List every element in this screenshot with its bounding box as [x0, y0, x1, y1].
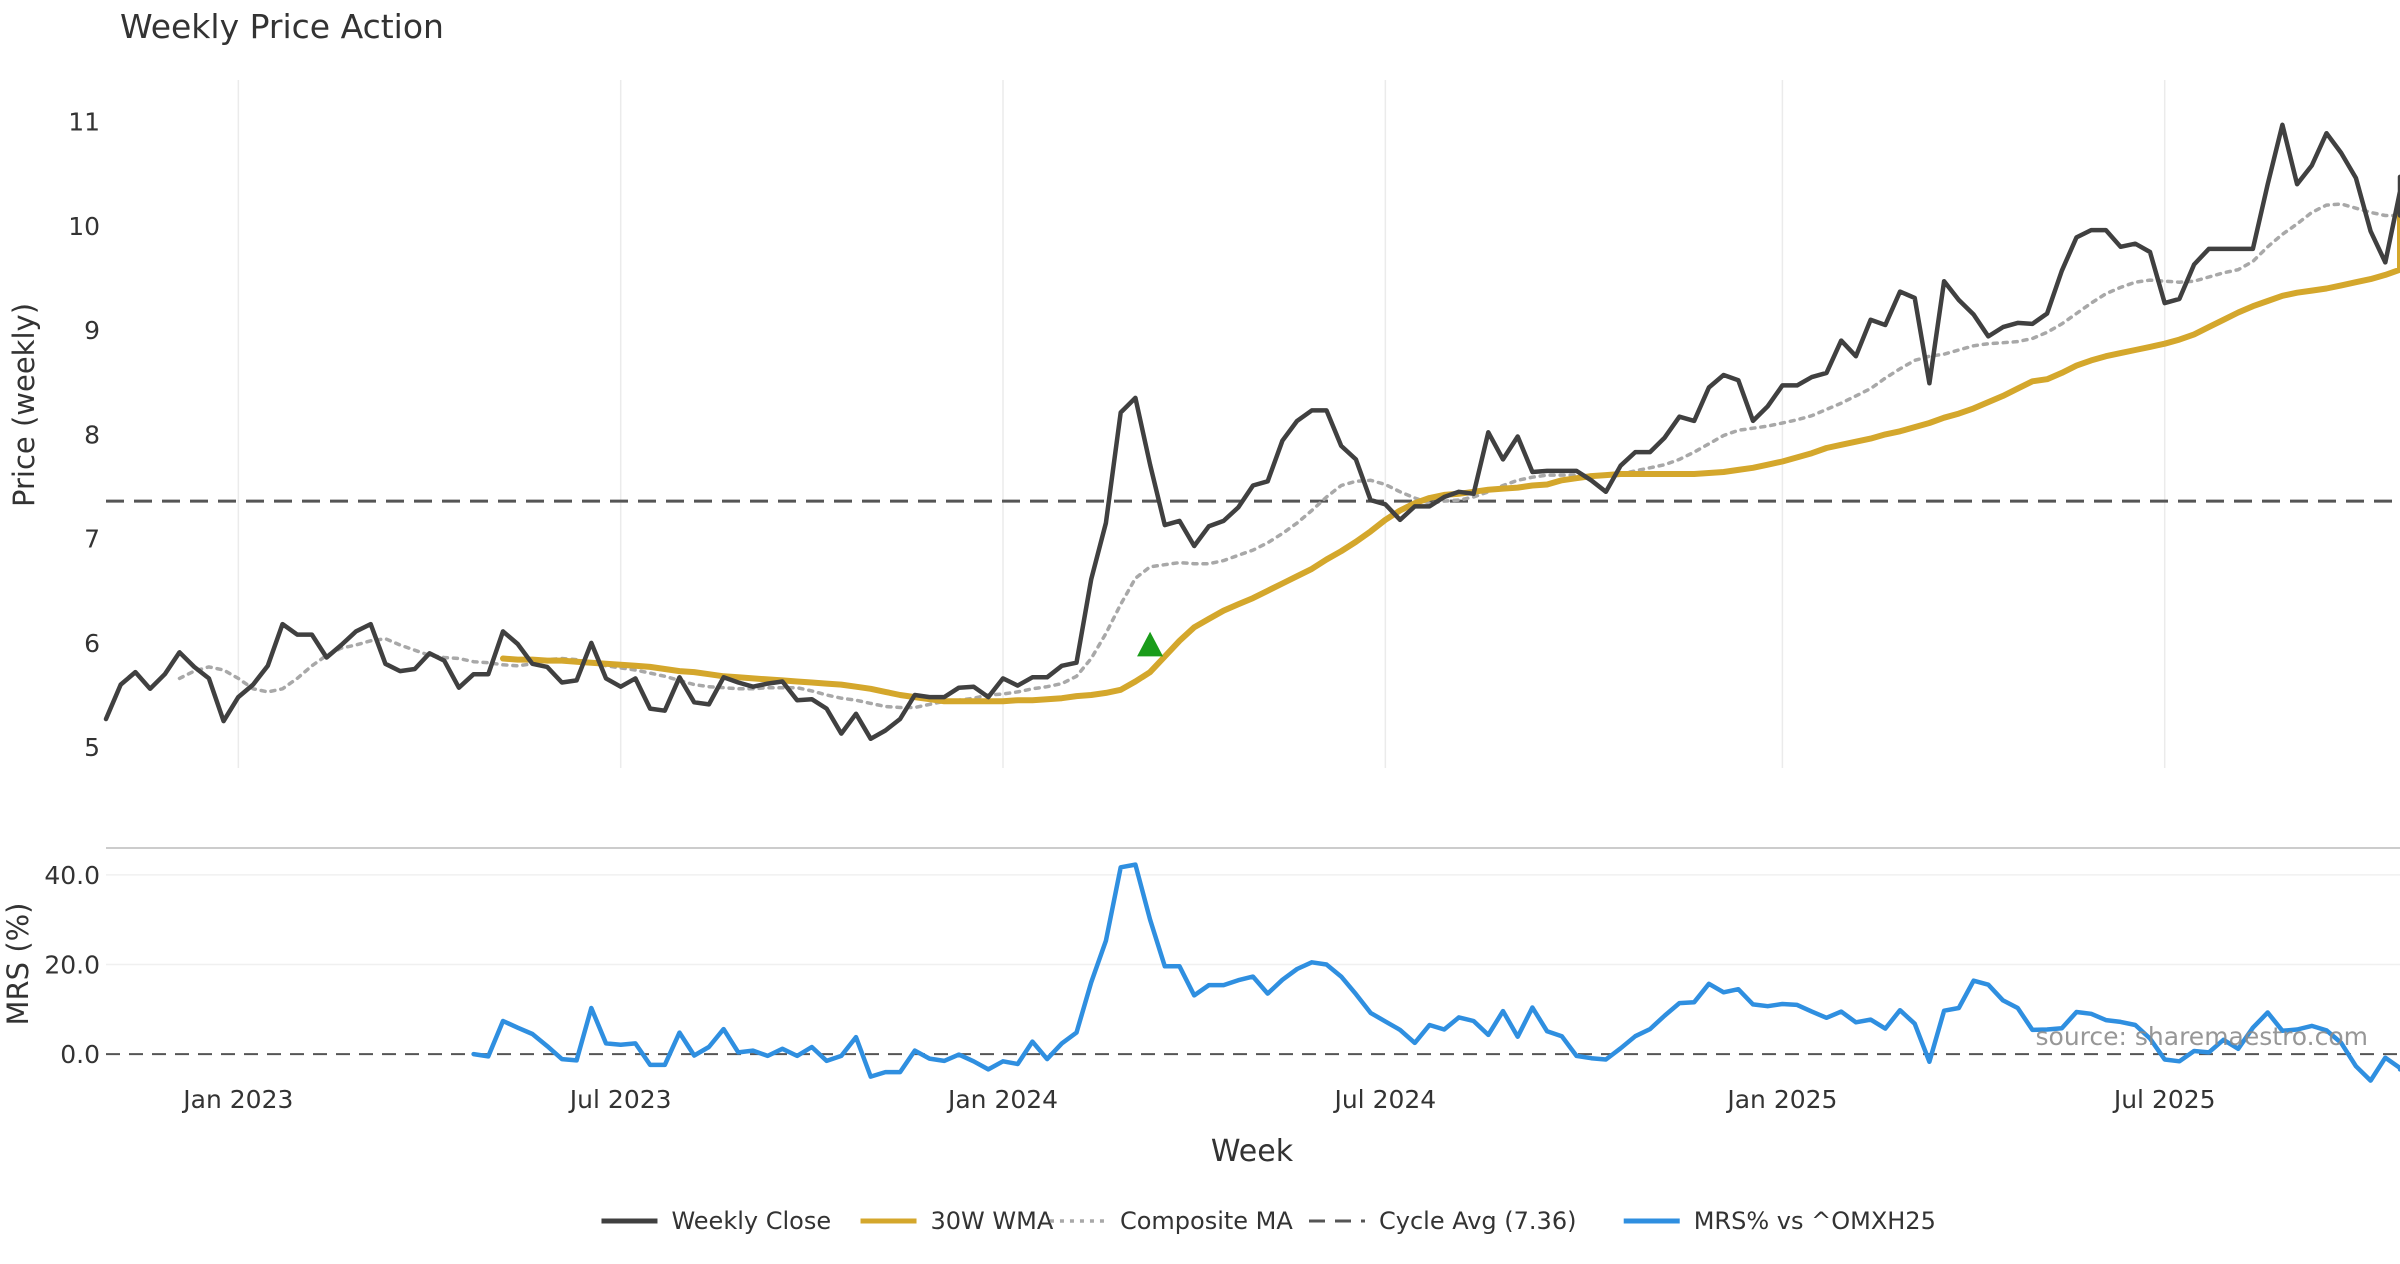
- legend-label: Composite MA: [1120, 1207, 1293, 1235]
- legend-label: Weekly Close: [671, 1207, 831, 1235]
- legend-label: MRS% vs ^OMXH25: [1694, 1207, 1936, 1235]
- x-tick-label: Jul 2024: [1332, 1085, 1436, 1114]
- price-y-tick-label: 5: [84, 733, 100, 762]
- x-tick-label: Jan 2025: [1725, 1085, 1837, 1114]
- x-tick-label: Jul 2025: [2112, 1085, 2216, 1114]
- x-tick-label: Jan 2024: [946, 1085, 1058, 1114]
- legend: Weekly Close 30W WMA Composite MA Cycle Avg…: [601, 1207, 1935, 1235]
- source-note: source: sharemaestro.com: [2036, 1022, 2369, 1051]
- x-tick-label: Jan 2023: [181, 1085, 293, 1114]
- price-y-tick-label: 11: [68, 108, 100, 137]
- legend-label: 30W WMA: [931, 1207, 1054, 1235]
- mrs-y-axis-label: MRS (%): [1, 903, 35, 1026]
- price-y-tick-label: 10: [68, 212, 100, 241]
- price-y-tick-label: 7: [84, 525, 100, 554]
- mrs-y-tick-label: 0.0: [60, 1040, 100, 1069]
- price-y-tick-label: 8: [84, 420, 100, 449]
- mrs-y-tick-label: 40.0: [44, 861, 100, 890]
- mrs-y-tick-label: 20.0: [44, 951, 100, 980]
- price-y-tick-label: 6: [84, 629, 100, 658]
- x-axis-label: Week: [1211, 1134, 1294, 1169]
- x-tick-label: Jul 2023: [568, 1085, 672, 1114]
- price-y-tick-label: 9: [84, 316, 100, 345]
- price-y-axis-label: Price (weekly): [7, 303, 41, 507]
- chart-title: Weekly Price Action: [120, 7, 444, 46]
- legend-label: Cycle Avg (7.36): [1379, 1207, 1576, 1235]
